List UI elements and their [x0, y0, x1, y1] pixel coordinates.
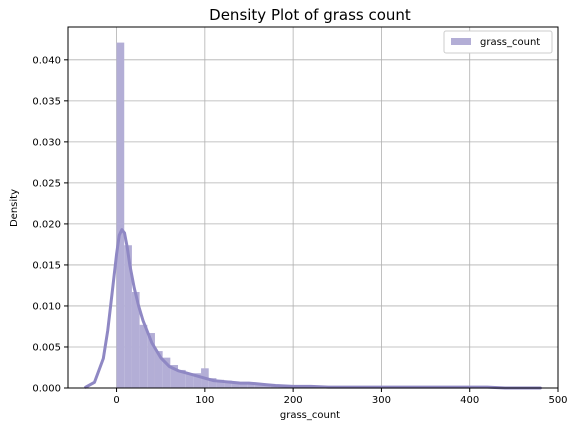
y-tick-label: 0.005 — [32, 342, 61, 353]
histogram-bar — [131, 292, 140, 388]
x-tick-label: 0 — [113, 395, 119, 406]
y-tick-label: 0.025 — [32, 178, 61, 189]
y-axis-ticks: 0.000 0.005 0.010 0.015 0.020 0.025 0.030 0.035… — [32, 55, 68, 395]
y-tick-label: 0.015 — [32, 260, 61, 271]
y-tick-label: 0.010 — [32, 301, 61, 312]
histogram-bar — [154, 351, 163, 388]
x-tick-label: 100 — [195, 395, 214, 406]
legend: grass_count — [443, 30, 553, 54]
kde-curve — [84, 228, 542, 390]
histogram-bar — [231, 381, 240, 388]
y-tick-label: 0.000 — [32, 384, 61, 395]
histogram-bar — [208, 378, 217, 388]
x-tick-label: 300 — [372, 395, 391, 406]
legend-box — [443, 30, 553, 54]
histogram-bar — [116, 42, 125, 389]
plot-frame — [67, 26, 559, 389]
x-tick-label: 400 — [460, 395, 479, 406]
kde-curve-group — [84, 228, 542, 390]
histogram-bar — [170, 365, 179, 388]
y-tick-label: 0.030 — [32, 137, 61, 148]
histogram-bar — [178, 369, 186, 388]
y-tick-label: 0.035 — [32, 96, 61, 107]
y-axis-label: Density — [9, 189, 20, 227]
x-tick-label: 500 — [548, 395, 567, 406]
histogram-bar — [254, 383, 263, 388]
x-axis-label: grass_count — [280, 410, 340, 421]
legend-label: grass_count — [480, 37, 540, 48]
y-tick-label: 0.020 — [32, 219, 61, 230]
histogram-bar — [216, 379, 225, 388]
y-tick-label: 0.040 — [32, 55, 61, 66]
histogram-bar — [147, 333, 155, 388]
histogram-bar — [139, 324, 148, 388]
histogram-bar — [247, 383, 255, 388]
histogram-bar — [193, 373, 202, 388]
histogram-bar — [185, 373, 194, 388]
histogram-bar — [239, 383, 248, 388]
x-axis-ticks: 0 100 200 300 400 500 — [113, 388, 568, 406]
chart-title: Density Plot of grass count — [209, 6, 411, 24]
histogram-bar — [162, 357, 171, 388]
legend-swatch — [451, 38, 471, 45]
x-tick-label: 200 — [284, 395, 303, 406]
histogram-bar — [224, 380, 232, 388]
histogram-bar — [124, 245, 132, 388]
